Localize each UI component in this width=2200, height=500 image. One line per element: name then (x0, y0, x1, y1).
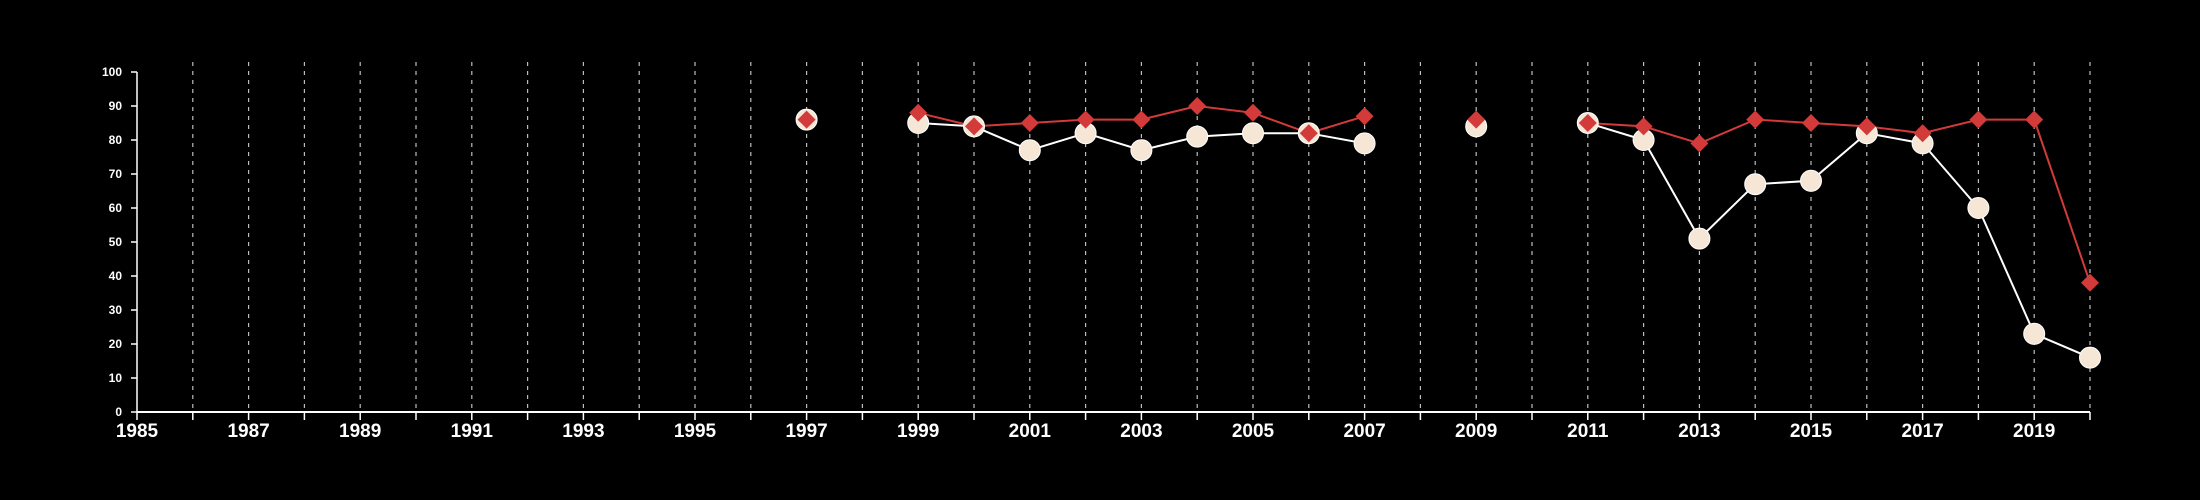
series-1-point-2019 (2025, 110, 2044, 129)
y-tick-label: 80 (109, 133, 123, 147)
y-tick-label: 100 (102, 65, 122, 79)
x-tick-label: 2013 (1678, 421, 1720, 442)
series-1-point-2017 (1913, 124, 1932, 143)
series-1-point-2005 (1244, 103, 1262, 122)
x-tick-label: 1997 (785, 421, 827, 442)
y-tick-label: 70 (109, 167, 123, 181)
x-tick-label: 1991 (451, 421, 494, 442)
series-1-point-2000 (965, 117, 983, 136)
series-2-point-2014 (1744, 173, 1767, 196)
y-tick-label: 60 (109, 201, 123, 215)
series-2-point-2015 (1800, 169, 1822, 192)
gridlines (192, 62, 2091, 412)
series-1-point-2020 (2081, 273, 2099, 292)
x-tick-label: 2017 (1901, 421, 1943, 442)
series-1-point-2006 (1299, 124, 1318, 143)
series-1-point-2018 (1969, 110, 1988, 129)
series-1-point-2002 (1076, 110, 1095, 129)
x-tick-label: 1987 (227, 421, 269, 442)
x-tick-label: 1989 (339, 421, 381, 442)
x-tick-label: 1995 (674, 421, 717, 442)
series-1-point-2001 (1020, 114, 1039, 132)
series-2-point-2018 (1967, 197, 1990, 219)
series-1-point-1997 (797, 110, 816, 129)
x-tick-label: 2007 (1343, 421, 1385, 442)
series-1-line-segment-4 (1587, 118, 2091, 284)
y-tick-label: 20 (109, 337, 123, 351)
x-tick-label: 2011 (1567, 421, 1609, 442)
series-2-point-2020 (2079, 346, 2101, 369)
x-tick-label: 1985 (116, 421, 159, 442)
series-2-point-2001 (1018, 139, 1041, 162)
x-tick-label: 1993 (562, 421, 604, 442)
y-tick-label: 40 (109, 269, 123, 283)
x-tick-label: 2015 (1790, 421, 1833, 442)
x-tick-label: 1999 (897, 421, 939, 442)
series-2-point-2003 (1130, 139, 1153, 162)
series-1-point-2009 (1467, 110, 1486, 129)
series-1-point-2016 (1857, 117, 1876, 136)
series-2-point-2007 (1353, 132, 1376, 155)
y-tick-label: 0 (115, 405, 122, 419)
series-2-point-2013 (1688, 227, 1711, 250)
x-tick-label: 2003 (1120, 421, 1162, 442)
y-tick-label: 10 (109, 371, 123, 385)
series-1-point-2014 (1746, 110, 1765, 129)
x-tick-label: 2009 (1455, 421, 1497, 442)
x-tick-label: 2005 (1232, 421, 1275, 442)
series-1-point-2003 (1132, 110, 1151, 129)
y-tick-label: 90 (109, 99, 123, 113)
series-2-point-2005 (1242, 122, 1264, 145)
series-1-point-2007 (1355, 107, 1374, 126)
series-1-point-2012 (1634, 117, 1653, 136)
series-1-point-2004 (1188, 97, 1207, 115)
x-tick-label: 2001 (1009, 421, 1052, 442)
x-tick-label: 2019 (2013, 421, 2055, 442)
y-tick-label: 50 (109, 235, 123, 249)
y-tick-label: 30 (109, 303, 123, 317)
series-2-point-2019 (2023, 322, 2046, 345)
series-2-point-2004 (1186, 125, 1209, 148)
series-2-line-segment-4 (1587, 122, 2091, 359)
axes: 0 10 20 30 40 50 60 70 80 90 100 1985 1987 1989 1991 19… (102, 65, 2091, 442)
series-markers (795, 97, 2101, 369)
series-1-point-2011 (1578, 114, 1597, 132)
series-1-point-1999 (909, 103, 928, 122)
series-1-point-2015 (1802, 114, 1820, 132)
series-1-point-2013 (1690, 134, 1709, 153)
